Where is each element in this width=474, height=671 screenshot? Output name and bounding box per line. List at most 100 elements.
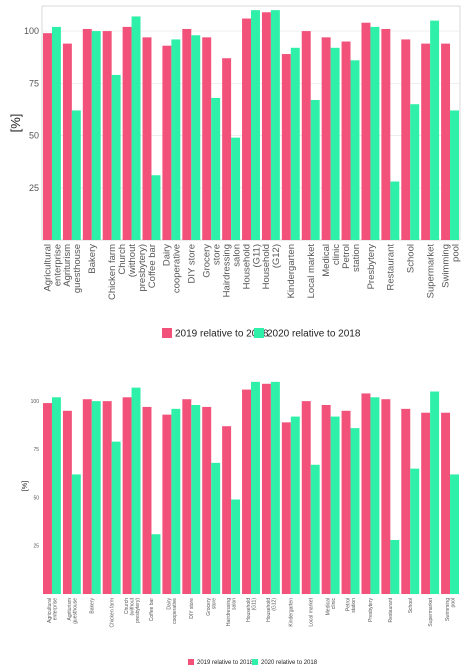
x-tick-label: Grocerystore xyxy=(202,244,223,278)
bar-2020-9 xyxy=(231,499,241,594)
bar-2019-16 xyxy=(361,22,371,241)
x-tick-label: Dairycooperative xyxy=(166,598,178,624)
bar-2019-6 xyxy=(162,414,172,594)
bar-2020-3 xyxy=(111,74,121,240)
bar-2020-4 xyxy=(131,387,141,594)
x-tick-label: Chicken farm xyxy=(109,598,115,627)
x-tick-label: Hairdressingsalon xyxy=(221,244,242,297)
x-tick-label: Medicalclinic xyxy=(326,598,338,616)
x-tick-label: Dairycooperative xyxy=(162,244,183,293)
bar-2019-20 xyxy=(441,43,451,240)
legend-swatch-2020 xyxy=(252,659,258,665)
x-tick-label: Restaurant xyxy=(388,597,394,622)
bar-2020-11 xyxy=(270,10,280,240)
bar-2020-1 xyxy=(71,474,81,594)
bar-2020-9 xyxy=(231,137,241,240)
x-tick-label: Supermarket xyxy=(428,597,434,626)
bar-2020-14 xyxy=(330,47,340,241)
bar-2019-13 xyxy=(301,401,311,594)
bar-2019-2 xyxy=(82,399,92,594)
bar-2019-18 xyxy=(401,408,411,594)
x-tick-label: School xyxy=(408,598,414,613)
x-tick-label: Church(withoutpresbytery) xyxy=(117,244,148,292)
bar-2019-3 xyxy=(102,31,112,241)
bar-2019-17 xyxy=(381,28,391,240)
x-tick-label: DIY store xyxy=(187,244,198,283)
bar-2019-1 xyxy=(62,43,72,240)
x-tick-label: Presbytery xyxy=(368,598,374,622)
legend-swatch-2019 xyxy=(162,328,172,338)
bar-2020-5 xyxy=(151,534,161,594)
bar-2019-20 xyxy=(441,412,451,594)
x-tick-label: Agriturismguesthouse xyxy=(62,244,83,293)
bar-2020-15 xyxy=(350,60,360,241)
bar-2020-14 xyxy=(330,416,340,594)
bar-2020-7 xyxy=(191,405,201,594)
y-tick-label: 75 xyxy=(29,78,39,88)
bar-2019-0 xyxy=(42,33,52,241)
bar-2020-12 xyxy=(290,47,300,241)
y-tick-label: 25 xyxy=(29,183,39,193)
bar-2019-15 xyxy=(341,41,351,241)
bar-2020-6 xyxy=(171,39,181,240)
x-tick-label: Agriturismguesthouse xyxy=(67,598,79,624)
bar-2020-0 xyxy=(51,26,61,241)
legend-label-2019: 2019 relative to 2018 xyxy=(197,660,254,666)
bar-2019-19 xyxy=(421,412,431,594)
x-tick-label: Coffee bar xyxy=(149,598,155,622)
bar-2020-4 xyxy=(131,16,141,241)
legend-swatch-2019 xyxy=(188,659,194,665)
x-tick-label: Local market xyxy=(308,597,314,626)
x-tick-label: Grocerystore xyxy=(206,598,218,616)
bar-2020-20 xyxy=(450,110,460,240)
bar-2019-13 xyxy=(301,31,311,241)
bar-2019-3 xyxy=(102,401,112,594)
bar-2020-20 xyxy=(450,474,460,594)
bar-2020-8 xyxy=(211,97,221,240)
bar-2020-0 xyxy=(51,397,61,594)
bar-2020-1 xyxy=(71,110,81,240)
x-tick-label: Restaurant xyxy=(386,244,397,291)
x-tick-label: Church(withoutpresbytery) xyxy=(124,597,141,623)
bar-2019-10 xyxy=(242,18,251,240)
bar-2020-19 xyxy=(430,20,440,240)
bar-2020-13 xyxy=(310,100,320,241)
x-tick-label: DIY store xyxy=(189,598,195,619)
bar-2019-0 xyxy=(42,403,52,594)
x-tick-label: Kindergarten xyxy=(289,598,295,627)
x-tick-label: Bakery xyxy=(90,598,96,614)
legend-label-2020: 2020 relative to 2018 xyxy=(261,660,318,666)
y-tick-label: 75 xyxy=(33,447,39,453)
legend-label-2019: 2019 relative to 2018 xyxy=(175,329,269,340)
bar-2020-16 xyxy=(370,26,380,241)
x-tick-label: Petrolstation xyxy=(346,598,358,613)
x-tick-label: Agriculturalenterprise xyxy=(47,598,59,623)
bar-2020-16 xyxy=(370,397,380,594)
bar-2020-2 xyxy=(91,401,101,594)
bar-2019-10 xyxy=(242,389,251,594)
bar-2019-1 xyxy=(62,410,72,594)
y-tick-label: 100 xyxy=(24,26,39,36)
x-tick-label: Kindergarten xyxy=(286,244,297,298)
bar-2019-6 xyxy=(162,45,172,241)
bar-2019-5 xyxy=(142,406,152,594)
x-tick-label: Coffee bar xyxy=(147,244,158,288)
x-tick-label: Household(G11) xyxy=(246,598,258,622)
bar-2020-11 xyxy=(270,381,280,594)
y-axis-label: [%] xyxy=(22,481,29,491)
x-tick-label: Swimmingpool xyxy=(445,598,457,621)
bar-2019-12 xyxy=(281,422,291,594)
bar-2019-5 xyxy=(142,37,152,240)
bar-2019-4 xyxy=(122,397,132,594)
bar-2020-17 xyxy=(390,540,400,594)
bar-2020-10 xyxy=(251,10,260,240)
bar-2019-7 xyxy=(182,399,192,594)
legend-swatch-2020 xyxy=(254,328,264,338)
x-tick-label: Petrolstation xyxy=(341,244,362,272)
bar-2020-13 xyxy=(310,464,320,594)
x-tick-label: Household(G12) xyxy=(266,598,278,622)
y-axis-label: [%] xyxy=(8,114,23,133)
bar-2020-17 xyxy=(390,181,400,240)
bar-2020-3 xyxy=(111,441,121,594)
bar-2020-12 xyxy=(290,416,300,594)
